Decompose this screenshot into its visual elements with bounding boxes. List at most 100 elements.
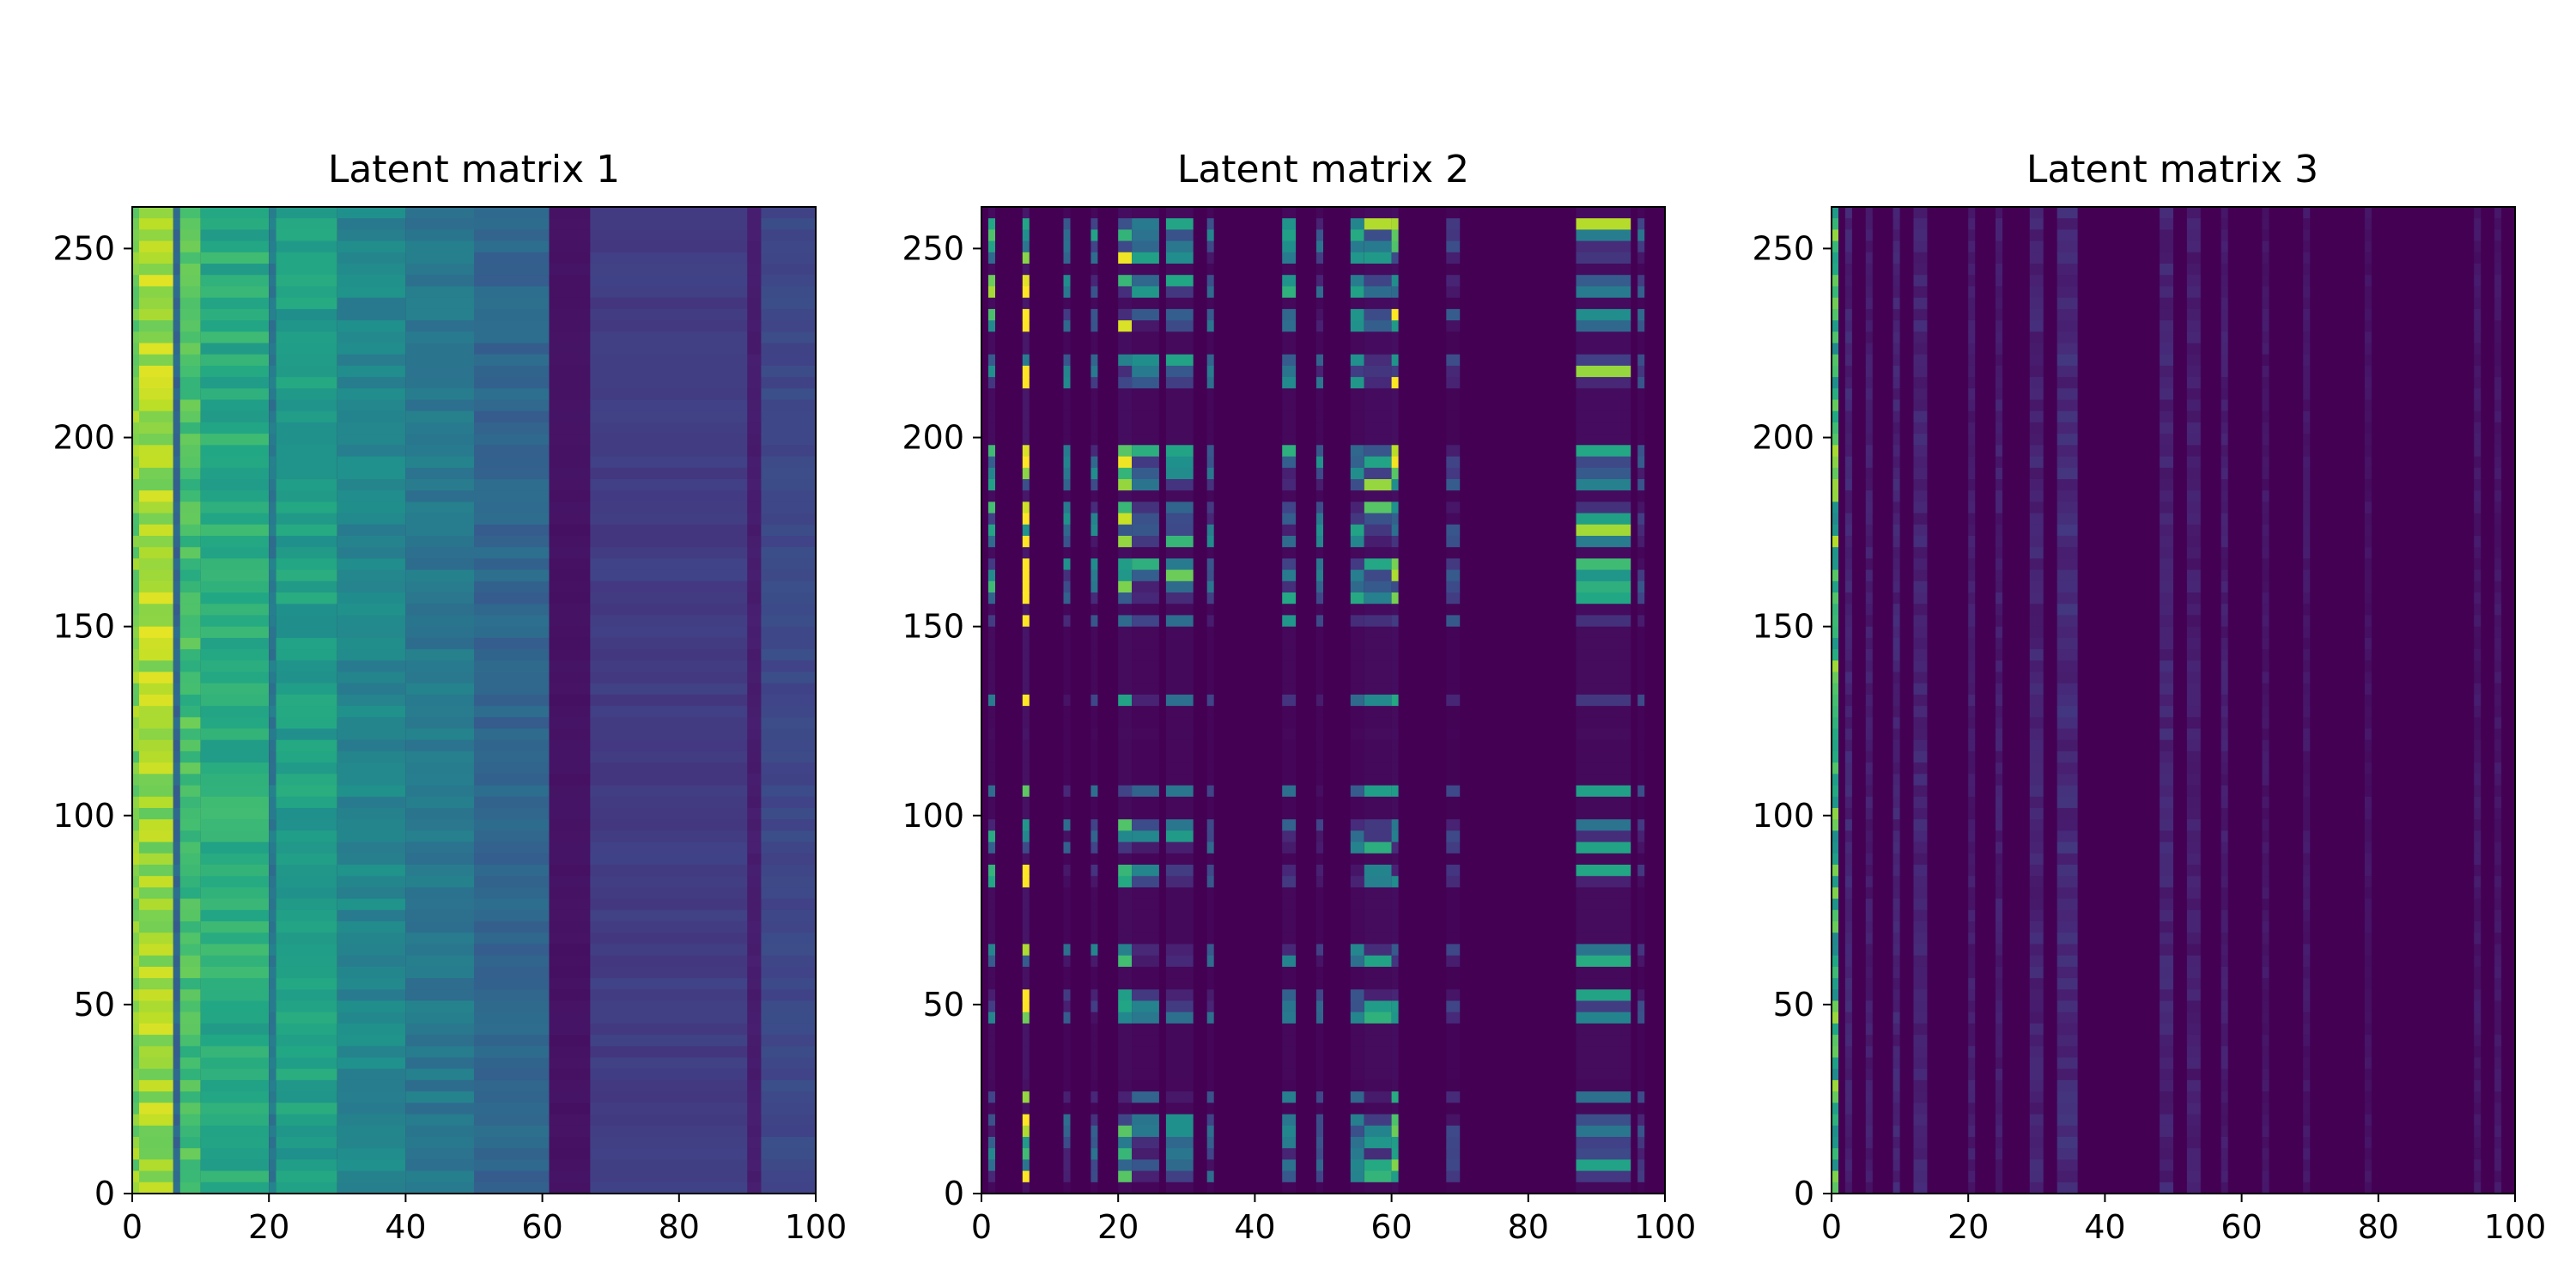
heatmap-cell [1968, 728, 1976, 741]
heatmap-cell [549, 569, 591, 582]
heatmap-cell [132, 297, 139, 310]
heatmap-cell [1364, 966, 1392, 979]
heatmap-cell [747, 966, 762, 979]
heatmap-cell [1282, 252, 1297, 264]
heatmap-cell [1576, 978, 1631, 990]
heatmap-cell [1316, 456, 1323, 469]
heatmap-cell [1832, 808, 1838, 820]
heatmap-cell [1206, 240, 1214, 253]
heatmap-cell [1913, 229, 1928, 242]
heatmap-cell [2057, 547, 2078, 559]
heatmap-cell [1576, 739, 1631, 752]
heatmap-cell [1968, 876, 1976, 888]
heatmap-cell [337, 865, 406, 877]
heatmap-cell [1576, 660, 1631, 673]
heatmap-cell [139, 774, 173, 787]
heatmap-cell [1996, 989, 2002, 1002]
heatmap-cell [474, 808, 550, 820]
heatmap-cell [2186, 320, 2201, 332]
heatmap-cell [1063, 1046, 1071, 1059]
heatmap-cell [1637, 1000, 1645, 1013]
heatmap-cell [1968, 467, 1976, 480]
heatmap-cell [1165, 853, 1194, 866]
heatmap-cell [269, 728, 276, 741]
heatmap-cell [276, 434, 337, 446]
heatmap-cell [2029, 830, 2044, 843]
heatmap-cell [2474, 320, 2482, 332]
heatmap-cell [2057, 207, 2078, 219]
heatmap-cell [747, 445, 762, 458]
heatmap-cell [1132, 876, 1159, 888]
heatmap-cell [2474, 876, 2482, 888]
heatmap-cell [337, 1125, 406, 1138]
heatmap-cell [1282, 377, 1297, 389]
heatmap-cell [761, 898, 816, 911]
heatmap-cell [747, 671, 762, 684]
heatmap-cell [549, 876, 591, 888]
heatmap-cell [2262, 592, 2269, 605]
heatmap-cell [200, 207, 270, 219]
heatmap-cell [1893, 434, 1900, 446]
heatmap-cell [1118, 830, 1133, 843]
heatmap-cell [590, 320, 748, 332]
heatmap-cell [132, 264, 139, 276]
heatmap-cell [2221, 1091, 2228, 1103]
heatmap-cell [200, 422, 270, 434]
heatmap-cell [761, 1012, 816, 1024]
heatmap-cell [179, 1159, 201, 1172]
heatmap-cell [269, 683, 276, 696]
heatmap-cell [337, 1057, 406, 1070]
heatmap-cell [2160, 728, 2173, 741]
heatmap-cell [474, 580, 550, 593]
heatmap-cell [1022, 808, 1030, 820]
heatmap-cell [2160, 479, 2173, 491]
heatmap-cell [1576, 467, 1631, 480]
heatmap-cell [1022, 717, 1030, 730]
heatmap-cell [1118, 501, 1133, 514]
heatmap-cell [1996, 365, 2002, 378]
heatmap-cell [1576, 558, 1631, 571]
heatmap-cell [1865, 841, 1873, 854]
heatmap-cell [1316, 841, 1323, 854]
heatmap-cell [337, 1035, 406, 1047]
heatmap-cell [1637, 1170, 1645, 1183]
heatmap-cell [1022, 978, 1030, 990]
heatmap-cell [132, 434, 139, 446]
heatmap-cell [405, 626, 474, 639]
heatmap-cell [2494, 399, 2502, 412]
heatmap-cell [1206, 377, 1214, 389]
heatmap-cell [1637, 887, 1645, 900]
heatmap-cell [1893, 377, 1900, 389]
heatmap-cell [337, 785, 406, 798]
heatmap-cell [747, 308, 762, 321]
heatmap-cell [2160, 1057, 2173, 1070]
heatmap-cell [337, 308, 406, 321]
heatmap-cell [988, 422, 995, 434]
heatmap-cell [590, 944, 748, 957]
heatmap-cell [1091, 1170, 1098, 1183]
heatmap-cell [747, 331, 762, 344]
heatmap-cell [1844, 445, 1852, 458]
heatmap-cell [1576, 547, 1631, 559]
heatmap-cell [200, 876, 270, 888]
heatmap-cell [1637, 513, 1645, 526]
heatmap-cell [1282, 1114, 1297, 1127]
heatmap-cell [2029, 944, 2044, 957]
heatmap-cell [179, 229, 201, 242]
heatmap-cell [2262, 218, 2269, 230]
heatmap-cell [549, 649, 591, 661]
heatmap-cell [747, 728, 762, 741]
heatmap-cell [2474, 944, 2482, 957]
heatmap-cell [1576, 694, 1631, 707]
heatmap-cell [1206, 717, 1214, 730]
heatmap-cell [1118, 569, 1133, 582]
heatmap-cell [132, 933, 139, 945]
heatmap-cell [2303, 1057, 2311, 1070]
heatmap-cell [1350, 1125, 1364, 1138]
heatmap-cell [139, 490, 173, 502]
heatmap-cell [2221, 660, 2228, 673]
heatmap-cell [549, 547, 591, 559]
heatmap-cell [1282, 966, 1297, 979]
heatmap-cell [2494, 410, 2502, 423]
heatmap-cell [1844, 365, 1852, 378]
